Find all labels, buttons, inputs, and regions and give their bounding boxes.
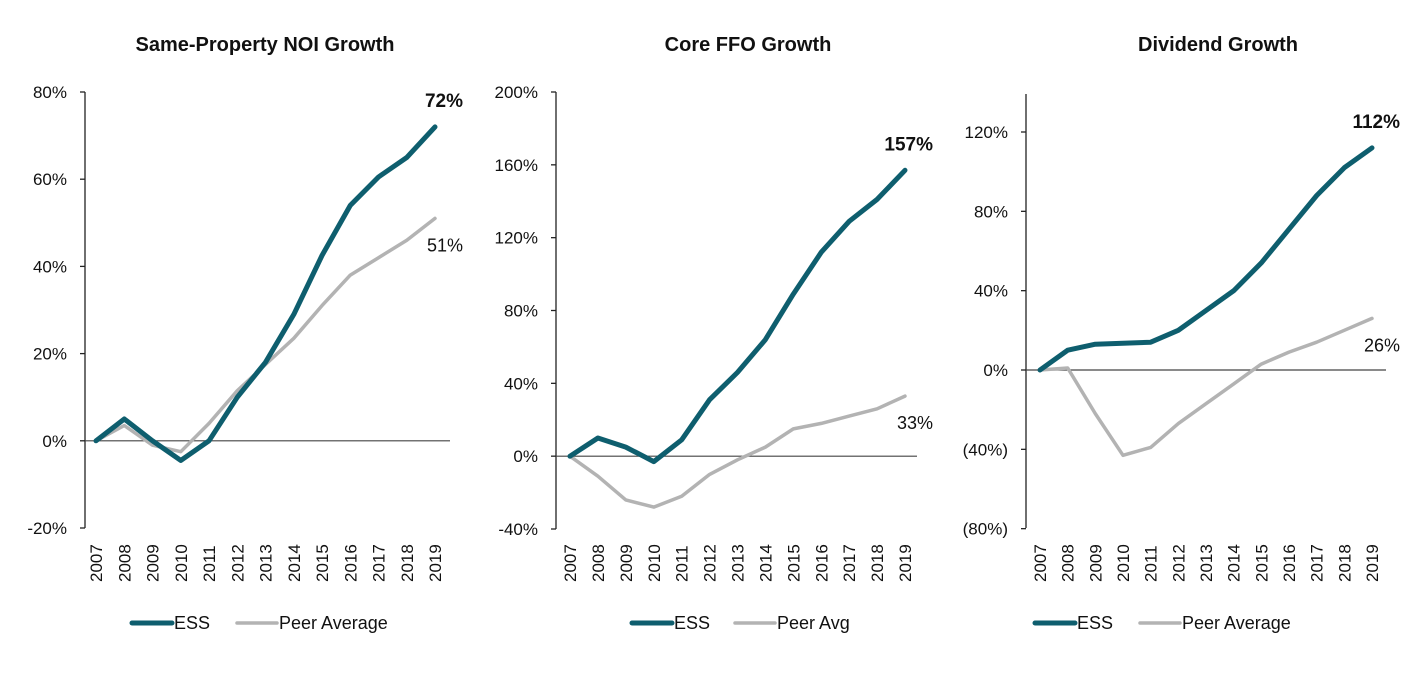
chart-title: Same-Property NOI Growth	[136, 34, 395, 56]
x-tick-label: 2019	[426, 544, 445, 582]
x-tick-label: 2019	[1363, 544, 1382, 582]
x-tick-label: 2018	[1335, 544, 1354, 582]
series-line-peer	[570, 396, 905, 507]
chart-title: Core FFO Growth	[665, 34, 832, 56]
series-line-ess	[570, 170, 905, 461]
x-tick-label: 2011	[1142, 545, 1161, 582]
chart-1: Same-Property NOI Growth -20% 0% 20% 40% 60% 8…	[27, 34, 463, 633]
x-tick-label: 2011	[200, 545, 219, 582]
y-tick-label: -20%	[27, 519, 67, 538]
series-line-peer	[96, 218, 435, 451]
y-tick-label: 0%	[42, 432, 67, 451]
end-value-label: 72%	[425, 91, 463, 112]
end-value-label: 51%	[427, 235, 463, 255]
y-tick-label: -40%	[498, 520, 538, 539]
x-tick-label: 2010	[1114, 544, 1133, 582]
end-value-label: 157%	[884, 134, 933, 155]
y-tick-label: 40%	[504, 374, 538, 393]
x-tick-label: 2008	[589, 544, 608, 582]
y-tick-label: (40%)	[963, 440, 1008, 459]
x-tick-label: 2017	[840, 544, 859, 582]
x-tick-label: 2014	[285, 544, 304, 582]
legend-label: ESS	[174, 613, 210, 633]
x-tick-label: 2015	[313, 544, 332, 582]
legend: ESS Peer Average	[1035, 613, 1291, 633]
legend-label: Peer Average	[279, 613, 388, 633]
legend-label: ESS	[1077, 613, 1113, 633]
y-tick-label: 40%	[974, 282, 1008, 301]
y-tick-label: 80%	[974, 202, 1008, 221]
end-value-label: 112%	[1352, 112, 1400, 133]
series-line-ess	[1040, 148, 1372, 370]
end-value-label: 26%	[1364, 335, 1400, 355]
x-tick-label: 2015	[784, 544, 803, 582]
chart-2: Core FFO Growth -40% 0% 40% 80% 120% 160% 200% 2…	[495, 34, 934, 633]
x-tick-label: 2010	[172, 544, 191, 582]
end-value-label: 33%	[897, 413, 933, 433]
y-tick-label: 20%	[33, 345, 67, 364]
x-tick-label: 2009	[1086, 544, 1105, 582]
x-tick-label: 2012	[701, 544, 720, 582]
x-tick-label: 2007	[87, 544, 106, 582]
x-tick-label: 2014	[756, 544, 775, 582]
x-tick-label: 2019	[896, 544, 915, 582]
x-tick-label: 2007	[1031, 544, 1050, 582]
x-tick-label: 2017	[1308, 544, 1327, 582]
legend-label: ESS	[674, 613, 710, 633]
chart-title: Dividend Growth	[1138, 34, 1298, 56]
legend-label: Peer Average	[1182, 613, 1291, 633]
series-line-ess	[96, 127, 435, 461]
x-tick-label: 2009	[144, 544, 163, 582]
x-tick-label: 2016	[341, 544, 360, 582]
x-tick-label: 2015	[1252, 544, 1271, 582]
y-tick-label: 160%	[495, 156, 538, 175]
x-tick-label: 2011	[673, 545, 692, 582]
x-tick-label: 2013	[1197, 544, 1216, 582]
legend: ESS Peer Avg	[632, 613, 850, 633]
y-tick-label: 60%	[33, 170, 67, 189]
y-tick-label: 0%	[513, 447, 538, 466]
x-tick-label: 2008	[115, 544, 134, 582]
x-tick-label: 2018	[868, 544, 887, 582]
x-tick-label: 2010	[645, 544, 664, 582]
y-tick-label: 120%	[495, 229, 538, 248]
chart-3: Dividend Growth (80%) (40%) 0% 40% 80% 120% 200…	[963, 34, 1400, 633]
x-tick-label: 2012	[1169, 544, 1188, 582]
x-tick-label: 2008	[1059, 544, 1078, 582]
y-tick-label: (80%)	[963, 520, 1008, 539]
x-tick-label: 2009	[617, 544, 636, 582]
y-tick-label: 40%	[33, 257, 67, 276]
x-tick-label: 2018	[398, 544, 417, 582]
x-tick-label: 2017	[370, 544, 389, 582]
y-tick-label: 120%	[965, 123, 1008, 142]
legend: ESS Peer Average	[132, 613, 388, 633]
x-tick-label: 2016	[1280, 544, 1299, 582]
y-tick-label: 0%	[983, 361, 1008, 380]
series-line-peer	[1040, 318, 1372, 455]
x-tick-label: 2014	[1225, 544, 1244, 582]
x-tick-label: 2016	[812, 544, 831, 582]
x-tick-label: 2012	[228, 544, 247, 582]
y-tick-label: 80%	[504, 302, 538, 321]
y-tick-label: 200%	[495, 83, 538, 102]
x-tick-label: 2013	[257, 544, 276, 582]
legend-label: Peer Avg	[777, 613, 850, 633]
x-tick-label: 2007	[561, 544, 580, 582]
x-tick-label: 2013	[729, 544, 748, 582]
y-tick-label: 80%	[33, 83, 67, 102]
